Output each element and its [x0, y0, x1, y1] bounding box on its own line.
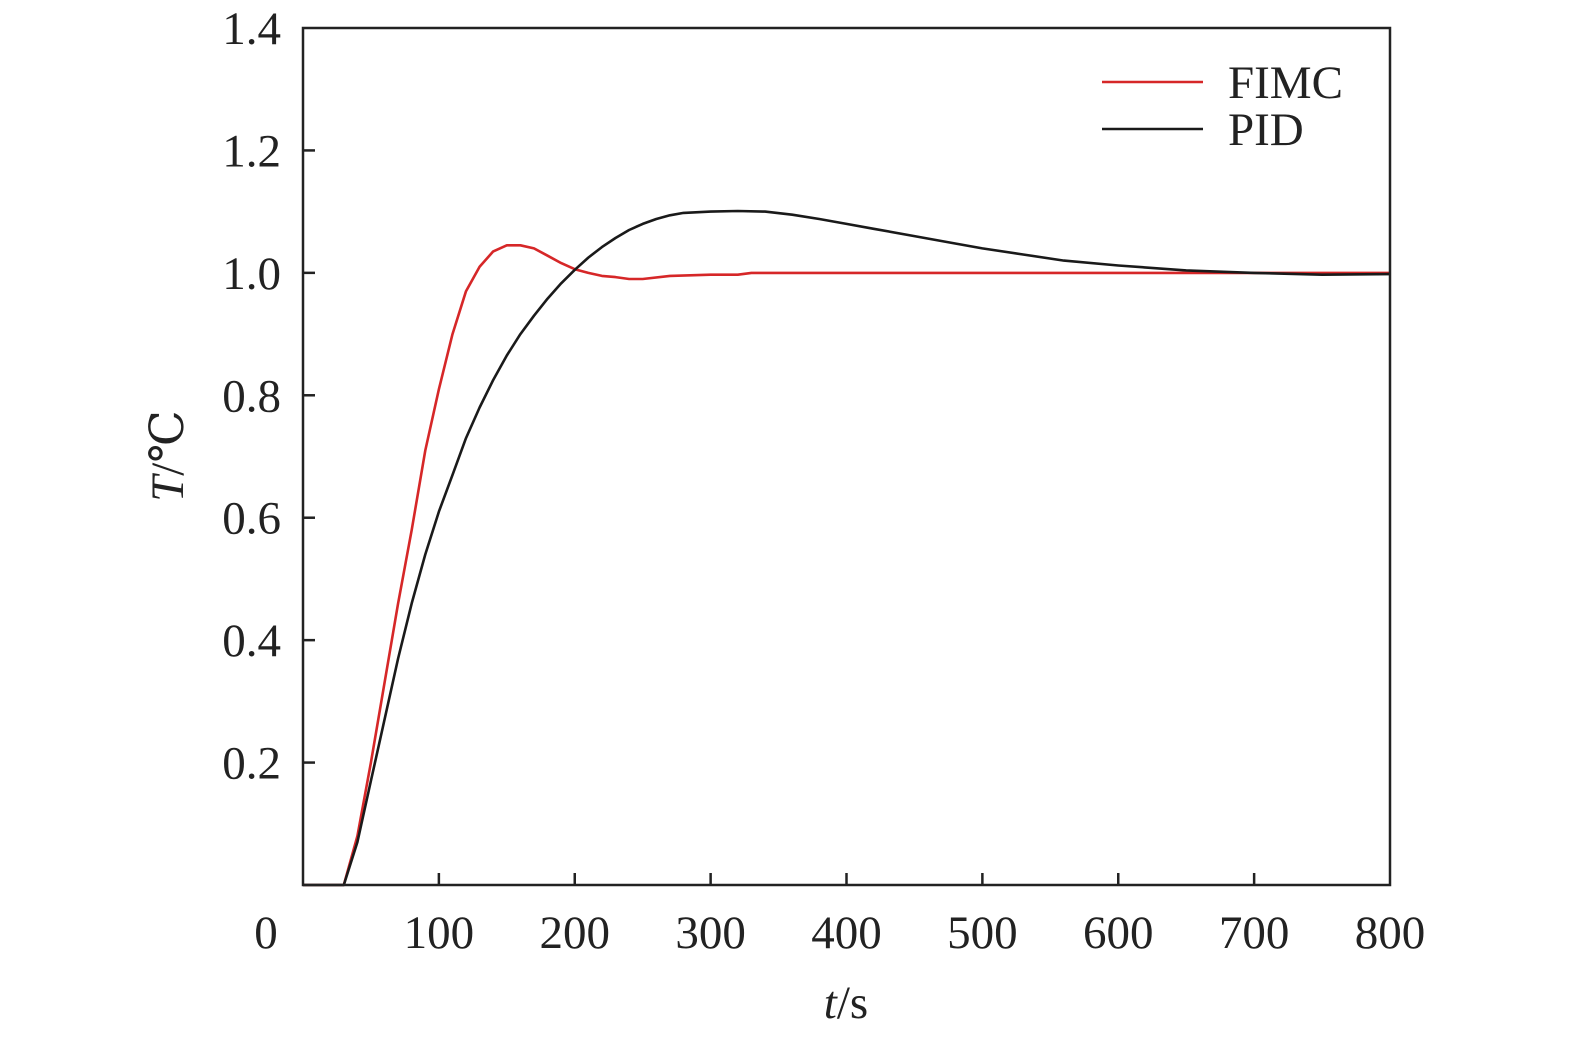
x-axis-unit: /s — [837, 977, 868, 1029]
x-tick-label: 800 — [1355, 907, 1426, 959]
legend-label-pid: PID — [1228, 104, 1304, 156]
x-tick-label: 700 — [1219, 907, 1290, 959]
y-tick-label: 1.2 — [222, 125, 281, 177]
y-tick-label: 1.4 — [222, 3, 281, 55]
y-axis-ticks: 0.2 0.4 0.6 0.8 1.0 1.2 1.4 — [222, 3, 315, 790]
legend: FIMC PID — [1102, 57, 1343, 156]
y-tick-label: 0.6 — [222, 493, 281, 545]
legend-label-fimc: FIMC — [1228, 57, 1343, 109]
y-axis-title: T/℃ — [142, 410, 194, 502]
y-axis-unit: /℃ — [142, 410, 194, 476]
x-tick-label: 300 — [675, 907, 746, 959]
x-axis-var: t — [824, 977, 838, 1029]
x-tick-label: 100 — [404, 907, 475, 959]
plot-frame — [301, 26, 1392, 887]
x-axis-title: t/s — [824, 977, 868, 1029]
x-tick-label: 600 — [1083, 907, 1154, 959]
x-tick-label: 500 — [947, 907, 1018, 959]
y-tick-label: 0.4 — [222, 615, 281, 667]
x-tick-label: 400 — [811, 907, 882, 959]
series-line-fimc — [303, 244, 1390, 887]
y-axis-var: T — [142, 473, 194, 502]
y-tick-label: 0.8 — [222, 370, 281, 422]
series-line-pid — [303, 209, 1391, 887]
y-tick-label: 1.0 — [222, 248, 281, 300]
y-tick-label: 0.2 — [222, 738, 281, 790]
x-tick-label: 0 — [254, 907, 278, 959]
x-axis-ticks: 0 100 200 300 400 500 600 700 800 — [254, 873, 1425, 959]
series-layer — [303, 209, 1391, 887]
x-tick-label: 200 — [540, 907, 611, 959]
